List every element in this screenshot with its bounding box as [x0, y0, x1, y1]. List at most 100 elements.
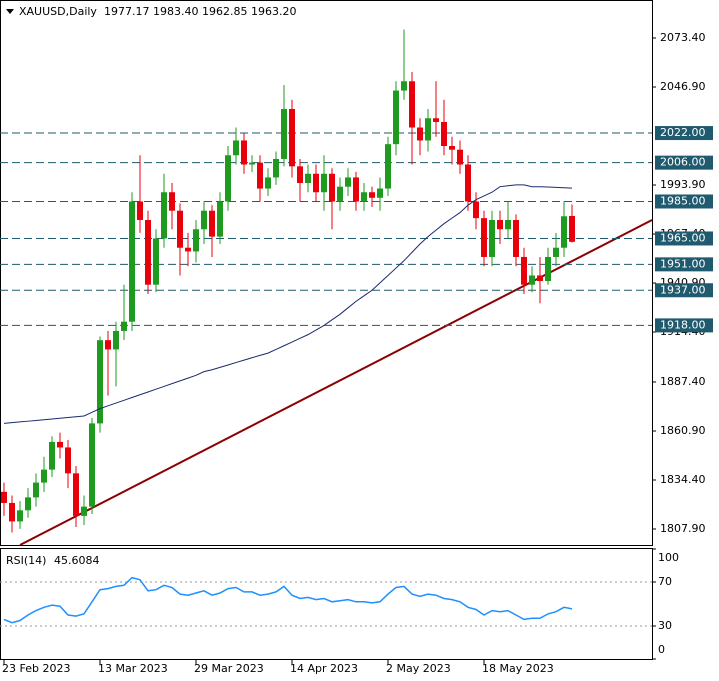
rsi-line: [3, 576, 573, 624]
candle-body: [121, 321, 127, 331]
ohlc: 1977.17 1983.40 1962.85 1963.20: [104, 5, 296, 18]
candle-body: [385, 144, 391, 189]
candle-body: [321, 173, 327, 193]
y-tick-label: 1860.90: [660, 424, 706, 437]
candle-body: [113, 330, 119, 350]
candle-body: [409, 81, 415, 128]
candle-body: [361, 192, 367, 202]
x-tick-label: 2 May 2023: [386, 662, 451, 675]
x-tick-label: 13 Mar 2023: [98, 662, 168, 675]
x-tick-label: 14 Apr 2023: [290, 662, 358, 675]
candle-body: [369, 192, 375, 198]
y-tick-label: 2073.40: [660, 31, 706, 44]
level-box: [655, 126, 713, 141]
candle-body: [185, 247, 191, 252]
candle-body: [177, 210, 183, 248]
candle-body: [9, 502, 15, 522]
y-tick-label: 1887.40: [660, 375, 706, 388]
candle-body: [481, 218, 487, 257]
candle-body: [297, 166, 303, 183]
candle-body: [441, 121, 447, 147]
x-tick-label: 23 Feb 2023: [2, 662, 70, 675]
candle-body: [49, 441, 55, 470]
level-box: [655, 257, 713, 272]
x-tick-label: 29 Mar 2023: [194, 662, 264, 675]
candle-body: [417, 127, 423, 141]
candle-body: [457, 149, 463, 165]
candle-body: [97, 340, 103, 424]
candle-body: [305, 173, 311, 183]
level-box: [655, 283, 713, 298]
candle-body: [89, 423, 95, 507]
candle-body: [217, 201, 223, 237]
candle-body: [137, 201, 143, 220]
level-label: 2022.00: [660, 126, 706, 139]
candle-body: [337, 186, 343, 202]
candle-body: [193, 229, 199, 252]
rsi-panel: [0, 548, 653, 660]
candle-body: [129, 201, 135, 322]
candle-body: [73, 473, 79, 516]
rsi-tick-label: 100: [658, 551, 679, 564]
level-label: 1965.00: [660, 231, 706, 244]
level-box: [655, 318, 713, 333]
candle-body: [273, 158, 279, 178]
candle-body: [329, 173, 335, 202]
level-box: [655, 194, 713, 209]
candle-body: [513, 219, 519, 257]
candle-body: [201, 210, 207, 230]
candle-body: [393, 90, 399, 145]
y-tick-label: 1993.90: [660, 178, 706, 191]
rsi-tick-label: 70: [658, 575, 672, 588]
candle-body: [233, 140, 239, 156]
candle-body: [249, 162, 255, 165]
level-label: 1937.00: [660, 283, 706, 296]
candle-body: [497, 219, 503, 230]
candle-body: [521, 256, 527, 285]
level-label: 1918.00: [660, 318, 706, 331]
candle-body: [281, 109, 287, 159]
candle-body: [473, 201, 479, 219]
candle-body: [425, 118, 431, 141]
candle-body: [257, 162, 263, 189]
candle-body: [105, 340, 111, 350]
candle-body: [569, 215, 575, 242]
candle-body: [265, 177, 271, 189]
candle-body: [41, 469, 47, 483]
candle-body: [209, 210, 215, 237]
level-box: [655, 231, 713, 246]
candle-body: [169, 192, 175, 211]
moving-average: [3, 184, 573, 424]
candle-body: [145, 219, 151, 285]
candle-body: [33, 482, 39, 498]
candle-body: [545, 256, 551, 282]
y-tick-label: 1834.40: [660, 473, 706, 486]
candle-body: [313, 173, 319, 193]
candle-body: [17, 510, 23, 522]
x-tick-label: 18 May 2023: [482, 662, 554, 675]
rsi-value: 45.6084: [54, 554, 100, 567]
level-label: 1951.00: [660, 257, 706, 270]
candle-body: [161, 192, 167, 239]
candle-body: [289, 109, 295, 167]
y-tick-label: 1807.90: [660, 522, 706, 535]
candle-body: [537, 275, 543, 282]
candle-body: [561, 216, 567, 248]
candle-body: [81, 506, 87, 516]
y-tick-label: 2046.90: [660, 80, 706, 93]
candle-body: [489, 219, 495, 257]
candle-body: [377, 188, 383, 198]
candle-body: [1, 491, 7, 503]
menu-triangle: [6, 9, 14, 14]
symbol: XAUUSD,Daily: [19, 5, 97, 18]
rsi-tick-label: 30: [658, 619, 672, 632]
candle-body: [241, 140, 247, 165]
candle-body: [65, 447, 71, 474]
candle-body: [401, 81, 407, 91]
level-label: 2006.00: [660, 156, 706, 169]
candle-body: [225, 155, 231, 202]
rsi-name: RSI(14): [6, 554, 46, 567]
candle-body: [529, 275, 535, 285]
